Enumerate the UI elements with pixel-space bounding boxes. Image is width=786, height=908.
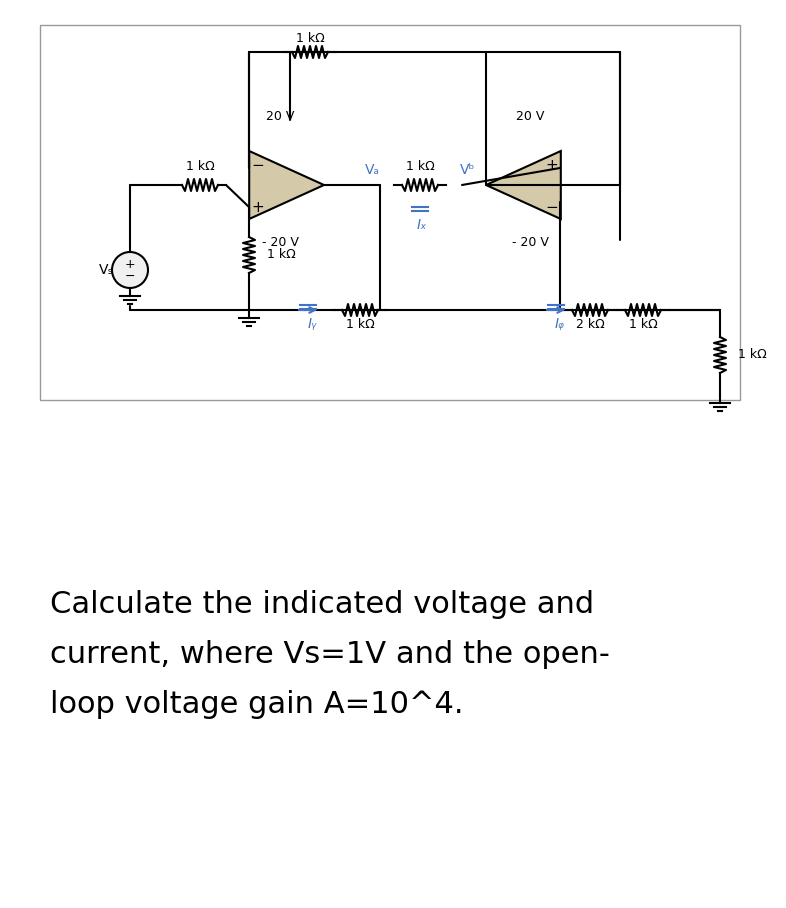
Text: +: + bbox=[125, 259, 135, 271]
Text: 20 V: 20 V bbox=[516, 111, 544, 123]
Text: −: − bbox=[125, 270, 135, 282]
Text: - 20 V: - 20 V bbox=[262, 236, 299, 250]
Text: - 20 V: - 20 V bbox=[512, 236, 549, 250]
Text: 1 kΩ: 1 kΩ bbox=[629, 319, 657, 331]
Text: 1 kΩ: 1 kΩ bbox=[296, 32, 325, 44]
Text: 1 kΩ: 1 kΩ bbox=[738, 349, 767, 361]
Text: −: − bbox=[545, 200, 558, 214]
Text: Iₓ: Iₓ bbox=[417, 218, 427, 232]
Text: +: + bbox=[545, 157, 558, 173]
Text: Vᵇ: Vᵇ bbox=[461, 163, 476, 177]
Text: current, where Vs=1V and the open-: current, where Vs=1V and the open- bbox=[50, 640, 610, 669]
Polygon shape bbox=[486, 151, 560, 219]
Text: Vₐ: Vₐ bbox=[365, 163, 380, 177]
Text: 1 kΩ: 1 kΩ bbox=[267, 249, 296, 262]
Text: Iᵧ: Iᵧ bbox=[307, 317, 317, 331]
Text: +: + bbox=[252, 200, 264, 214]
Text: 2 kΩ: 2 kΩ bbox=[575, 319, 604, 331]
Text: 1 kΩ: 1 kΩ bbox=[406, 161, 435, 173]
Polygon shape bbox=[249, 151, 324, 219]
Text: Calculate the indicated voltage and: Calculate the indicated voltage and bbox=[50, 590, 594, 619]
Text: 1 kΩ: 1 kΩ bbox=[346, 319, 374, 331]
Circle shape bbox=[112, 252, 148, 288]
Text: 1 kΩ: 1 kΩ bbox=[185, 161, 215, 173]
Text: −: − bbox=[252, 157, 264, 173]
Text: loop voltage gain A=10^4.: loop voltage gain A=10^4. bbox=[50, 690, 464, 719]
Text: 20 V: 20 V bbox=[266, 111, 294, 123]
Text: Iᵩ: Iᵩ bbox=[555, 317, 565, 331]
Text: Vₛ: Vₛ bbox=[98, 263, 113, 277]
